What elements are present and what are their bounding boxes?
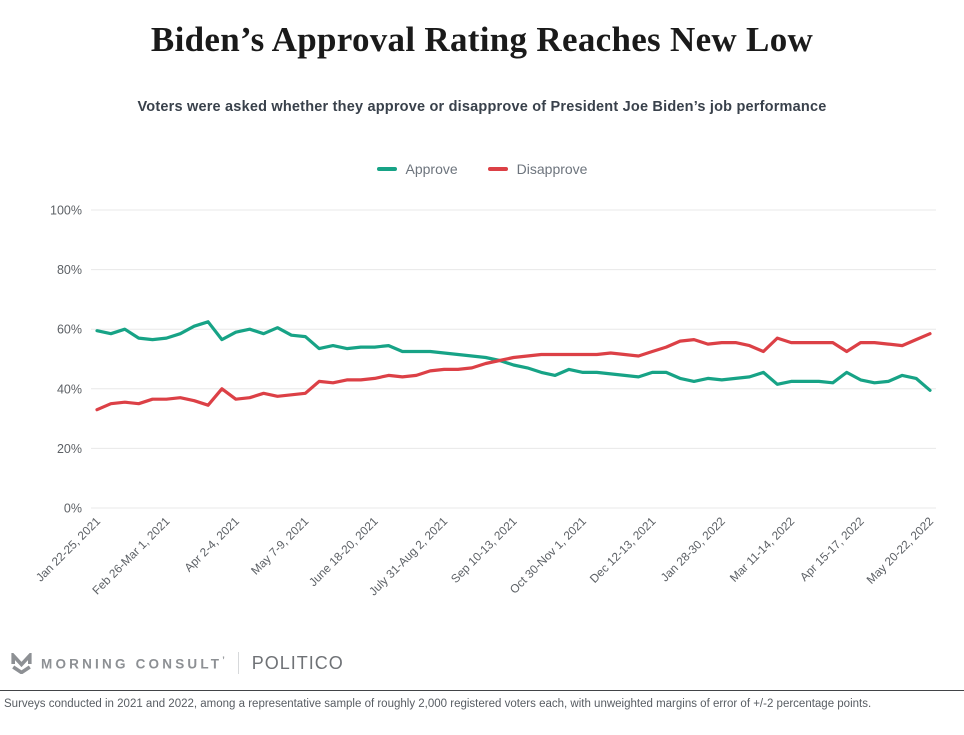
x-tick-label: Sep 10-13, 2021 — [448, 514, 520, 586]
chart-legend: Approve Disapprove — [0, 161, 964, 177]
x-tick-label: Jan 28-30, 2022 — [658, 514, 728, 584]
footnote-text: Surveys conducted in 2021 and 2022, amon… — [4, 698, 872, 710]
y-tick-label: 20% — [57, 442, 82, 456]
y-axis-labels: 0% 20% 40% 60% 80% 100% — [50, 204, 82, 516]
x-tick-label: Feb 26-Mar 1, 2021 — [89, 514, 172, 597]
morning-consult-m-icon — [11, 652, 32, 674]
legend-item-disapprove: Disapprove — [487, 161, 588, 177]
morning-consult-wordmark: MORNING CONSULT’ — [41, 654, 225, 672]
footer-logos: MORNING CONSULT’ POLITICO — [10, 649, 344, 677]
chart-subtitle: Voters were asked whether they approve o… — [137, 99, 827, 115]
x-tick-label: May 7-9, 2021 — [248, 514, 311, 577]
morning-consult-logo: MORNING CONSULT’ — [10, 652, 225, 674]
x-tick-label: Mar 11-14, 2022 — [727, 514, 798, 585]
disapprove-line-swatch — [487, 167, 508, 171]
y-tick-label: 60% — [57, 323, 82, 337]
page-title: Biden’s Approval Rating Reaches New Low — [150, 20, 814, 59]
trademark-mark: ’ — [222, 654, 225, 665]
approve-line — [95, 320, 932, 392]
politico-wordmark: POLITICO — [251, 652, 344, 673]
y-tick-label: 0% — [64, 502, 82, 516]
y-tick-label: 40% — [57, 382, 82, 396]
legend-item-approve: Approve — [376, 161, 458, 177]
disapprove-line — [95, 332, 932, 412]
x-tick-label: Apr 15-17, 2022 — [797, 514, 867, 584]
x-tick-label: June 18-20, 2021 — [306, 514, 381, 589]
x-tick-label: Apr 2-4, 2021 — [182, 514, 242, 574]
x-tick-label: Dec 12-13, 2021 — [587, 514, 659, 586]
x-tick-label: July 31-Aug 2, 2021 — [366, 514, 450, 598]
y-tick-label: 80% — [57, 263, 82, 277]
legend-label-approve: Approve — [405, 161, 458, 177]
x-tick-label: May 20-22, 2022 — [864, 514, 937, 587]
footnote-divider — [0, 690, 964, 691]
logo-divider — [237, 652, 239, 674]
y-tick-label: 100% — [50, 204, 82, 218]
y-gridlines — [91, 209, 936, 509]
approve-line-swatch — [376, 167, 397, 171]
x-tick-label: Jan 22-25, 2021 — [33, 514, 103, 584]
legend-label-disapprove: Disapprove — [516, 161, 588, 177]
x-tick-label: Oct 30-Nov 1, 2021 — [507, 514, 589, 596]
